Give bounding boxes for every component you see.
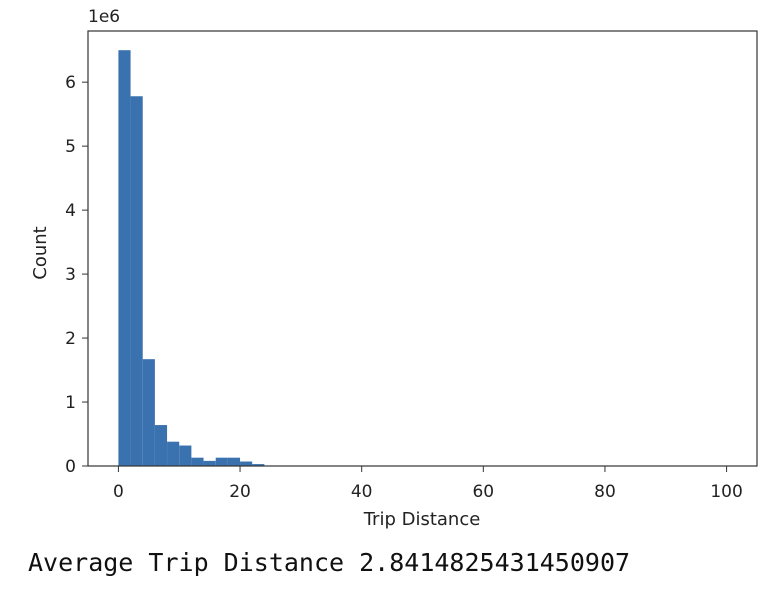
histogram-bar	[191, 457, 204, 466]
histogram-bar	[167, 441, 180, 466]
x-tick-label: 0	[113, 482, 124, 502]
histogram-bar	[130, 96, 143, 466]
histogram-bar	[179, 445, 192, 466]
histogram-bar	[215, 457, 228, 466]
histogram-bar	[154, 425, 168, 466]
plot-frame	[87, 30, 758, 467]
x-tick-label: 60	[472, 482, 494, 502]
histogram-bar	[240, 461, 253, 466]
y-tick-label: 0	[65, 457, 76, 477]
y-axis-offset-label: 1e6	[88, 7, 120, 27]
y-tick-label: 4	[65, 201, 76, 221]
x-axis-label: Trip Distance	[363, 509, 481, 530]
y-tick-label: 2	[65, 329, 76, 349]
histogram-bar	[227, 457, 241, 466]
x-tick-label: 20	[229, 482, 251, 502]
histogram-bar	[252, 464, 265, 466]
histogram-bar	[142, 359, 155, 466]
y-tick-label: 1	[65, 393, 76, 413]
x-tick-label: 80	[594, 482, 616, 502]
y-axis-ticks: 0 1 2 3 4 5 6	[65, 73, 88, 477]
x-axis-ticks: 0 20 40 60 80 100	[113, 466, 743, 502]
x-tick-label: 40	[351, 482, 373, 502]
histogram-bar	[203, 460, 216, 466]
y-tick-label: 5	[65, 137, 76, 157]
y-axis-label: Count	[30, 226, 51, 279]
average-trip-distance-output: Average Trip Distance 2.8414825431450907	[28, 548, 631, 577]
histogram-chart: 0 20 40 60 80 100 0 1 2 3 4 5 6 1e6 Trip Distance C…	[30, 7, 758, 530]
histogram-bar	[118, 50, 131, 467]
y-tick-label: 3	[65, 265, 76, 285]
y-tick-label: 6	[65, 73, 76, 93]
histogram-bars	[118, 50, 265, 467]
x-tick-label: 100	[710, 482, 742, 502]
